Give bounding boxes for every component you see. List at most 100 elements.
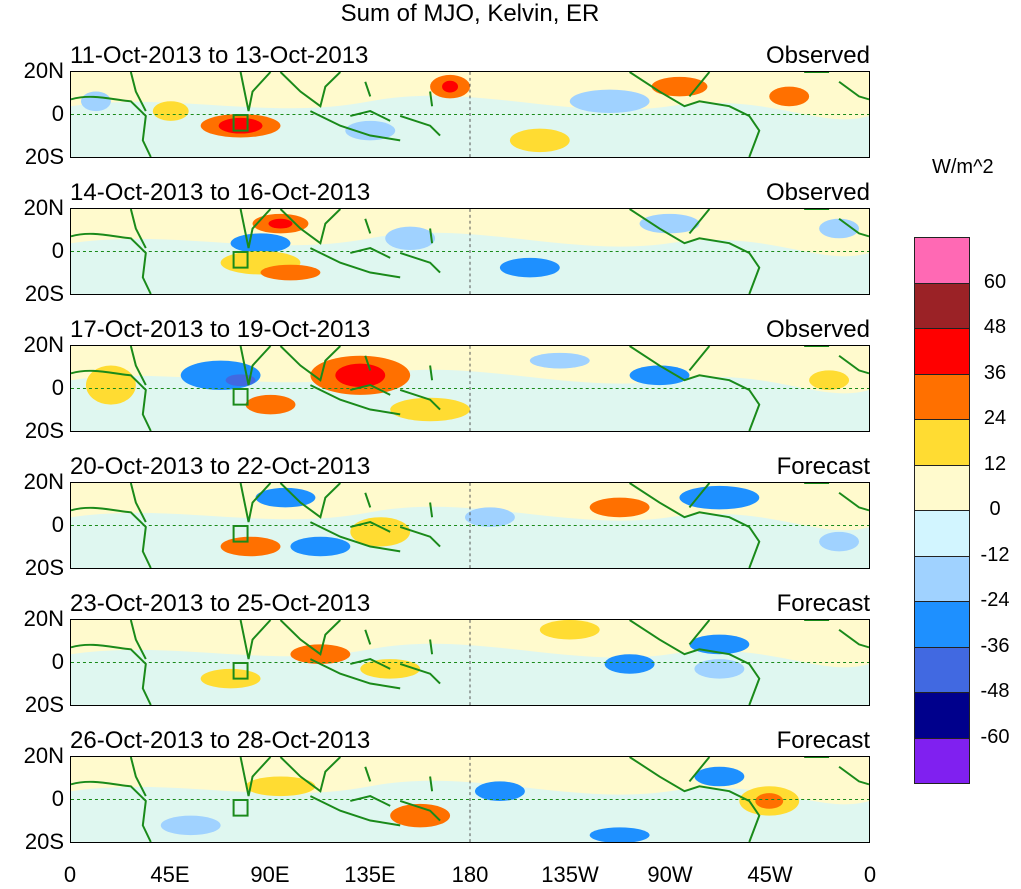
anomaly-contour xyxy=(589,827,650,842)
panel-kind: Observed xyxy=(765,42,870,69)
anomaly-contour xyxy=(689,634,750,655)
y-tick-label: 20S xyxy=(24,281,64,306)
x-tick-label: 0 xyxy=(63,862,77,887)
map-panel: 23-Oct-2013 to 25-Oct-2013 Forecast xyxy=(70,590,870,706)
anomaly-contour xyxy=(360,659,421,679)
anomaly-contour xyxy=(80,91,111,112)
anomaly-contour xyxy=(245,776,316,797)
coastline xyxy=(71,483,869,568)
colorbar-swatch xyxy=(914,373,970,420)
anomaly-contour xyxy=(499,257,560,278)
colorbar-swatch xyxy=(914,601,970,648)
coastline xyxy=(71,757,869,842)
anomaly-contour xyxy=(290,536,351,557)
y-tick-label: 0 xyxy=(51,101,64,126)
x-tick-label: 180 xyxy=(451,862,489,887)
anomaly-contour xyxy=(651,76,708,97)
anomaly-contour xyxy=(629,365,690,386)
x-tick-label: 135W xyxy=(541,862,599,887)
anomaly-contour xyxy=(604,654,655,674)
colorbar-label: -60 xyxy=(980,725,1010,748)
anomaly-contour xyxy=(350,517,411,547)
anomaly-contour xyxy=(390,803,451,828)
colorbar-swatch xyxy=(914,510,970,557)
x-tick-label: 90E xyxy=(250,862,290,887)
anomaly-contour xyxy=(260,264,321,281)
colorbar-units: W/m^2 xyxy=(932,156,994,178)
panel-date-range: 26-Oct-2013 to 28-Oct-2013 xyxy=(70,727,371,754)
anomaly-contour xyxy=(569,89,650,114)
figure-title: Sum of MJO, Kelvin, ER xyxy=(340,0,600,27)
map-panel: 11-Oct-2013 to 13-Oct-2013 Observed xyxy=(70,42,870,158)
region-box xyxy=(232,251,249,269)
anomaly-contour xyxy=(474,781,525,801)
panel-date-range: 20-Oct-2013 to 22-Oct-2013 xyxy=(70,453,371,480)
anomaly-contour xyxy=(769,86,810,107)
map-panel: 20-Oct-2013 to 22-Oct-2013 Forecast xyxy=(70,453,870,569)
anomaly-map xyxy=(70,619,870,706)
anomaly-contour xyxy=(230,233,291,253)
colorbar-label: 0 xyxy=(989,498,1001,520)
y-tick-label: 20N xyxy=(23,195,64,220)
anomaly-contour xyxy=(819,218,860,239)
anomaly-contour xyxy=(335,363,386,388)
anomaly-contour xyxy=(509,128,570,153)
panel-kind: Observed xyxy=(765,179,870,206)
y-tick-label: 20S xyxy=(24,829,64,854)
y-tick-label: 0 xyxy=(51,649,64,674)
map-panel: 14-Oct-2013 to 16-Oct-2013 Observed xyxy=(70,179,870,295)
panel-date-range: 11-Oct-2013 to 13-Oct-2013 xyxy=(70,42,369,69)
colorbar-swatch xyxy=(914,464,970,511)
anomaly-contour xyxy=(245,394,296,415)
anomaly-contour xyxy=(589,497,650,518)
panel-kind: Forecast xyxy=(776,453,870,480)
anomaly-contour xyxy=(529,352,590,369)
colorbar-label: 48 xyxy=(983,316,1007,338)
anomaly-contour xyxy=(694,766,745,787)
anomaly-contour xyxy=(220,536,281,557)
colorbar-swatch xyxy=(914,692,970,739)
anomaly-contour xyxy=(442,80,459,93)
y-tick-label: 0 xyxy=(51,512,64,537)
y-tick-label: 20N xyxy=(23,606,64,631)
colorbar-label: 24 xyxy=(983,407,1007,429)
colorbar-swatch xyxy=(914,419,970,466)
panel-kind: Forecast xyxy=(776,727,870,754)
coastline xyxy=(71,620,869,705)
colorbar-swatch xyxy=(914,282,970,329)
anomaly-map xyxy=(70,208,870,295)
map-panel: 26-Oct-2013 to 28-Oct-2013 Forecast xyxy=(70,727,870,843)
colorbar-swatch xyxy=(914,646,970,693)
anomaly-contour xyxy=(819,531,860,552)
colorbar-swatch xyxy=(914,555,970,602)
map-panel: 17-Oct-2013 to 19-Oct-2013 Observed xyxy=(70,316,870,432)
y-tick-label: 20S xyxy=(24,418,64,443)
anomaly-contour xyxy=(385,226,436,251)
anomaly-contour xyxy=(218,117,263,134)
y-tick-label: 20N xyxy=(23,469,64,494)
anomaly-contour xyxy=(390,397,470,422)
anomaly-map xyxy=(70,71,870,158)
y-tick-label: 20N xyxy=(23,332,64,357)
colorbar-label: -12 xyxy=(980,543,1010,566)
anomaly-contour xyxy=(465,507,515,527)
anomaly-contour xyxy=(539,620,600,640)
coastline xyxy=(71,346,869,431)
coastline xyxy=(71,209,869,294)
anomaly-contour xyxy=(160,815,221,836)
x-tick-label: 45E xyxy=(150,862,190,887)
panel-date-range: 14-Oct-2013 to 16-Oct-2013 xyxy=(70,179,371,206)
colorbar-swatch xyxy=(914,328,970,375)
colorbar-swatch xyxy=(914,237,970,284)
colorbar-label: 60 xyxy=(983,270,1007,293)
x-tick-label: 45W xyxy=(747,862,793,887)
y-tick-label: 0 xyxy=(51,786,64,811)
y-tick-label: 20S xyxy=(24,692,64,717)
region-box xyxy=(232,799,249,817)
coastline xyxy=(71,72,869,157)
anomaly-contour xyxy=(639,213,700,234)
colorbar-label: -36 xyxy=(980,634,1010,657)
y-tick-label: 20S xyxy=(24,555,64,580)
x-tick-label: 135E xyxy=(344,862,396,887)
colorbar-label: -24 xyxy=(980,589,1010,611)
